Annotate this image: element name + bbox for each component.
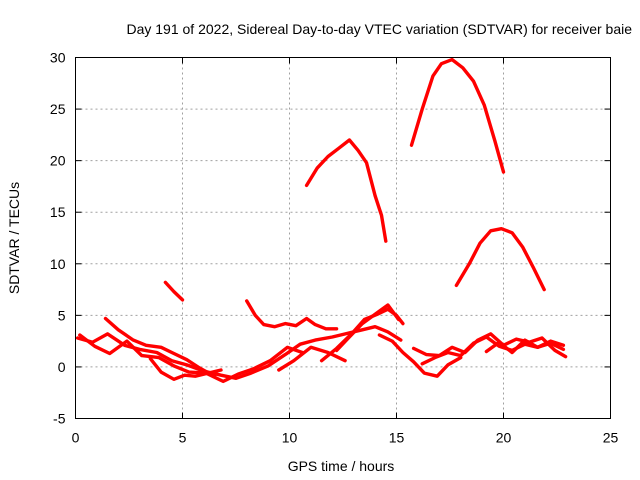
y-axis-title: SDTVAR / TECUs — [6, 182, 22, 294]
y-tick-label: -5 — [53, 411, 66, 427]
x-tick-label: 0 — [72, 430, 80, 446]
series-arc-14 — [420, 335, 566, 366]
series-arc-12 — [409, 57, 506, 174]
plot-frame — [75, 57, 611, 419]
series-arc-15 — [454, 226, 546, 292]
x-tick-label: 10 — [282, 430, 298, 446]
series-arc-3 — [103, 316, 217, 378]
y-tick-label: 5 — [58, 307, 66, 323]
y-tick-label: 0 — [58, 359, 66, 375]
series-arc-4 — [148, 357, 223, 381]
y-tick-labels: -5 0 5 10 15 20 25 30 — [50, 50, 66, 427]
x-tick-labels: 0 5 10 15 20 25 — [72, 430, 619, 446]
x-tick-label: 15 — [389, 430, 405, 446]
x-tick-label: 20 — [496, 430, 512, 446]
x-axis-title: GPS time / hours — [288, 458, 395, 474]
series-arc-10 — [334, 303, 401, 353]
series-arc-7 — [277, 345, 347, 372]
series-group — [75, 57, 568, 384]
y-tick-label: 30 — [50, 50, 66, 66]
x-tick-label: 5 — [179, 430, 187, 446]
series-arc-16 — [484, 338, 566, 355]
series-arc-2 — [78, 333, 304, 384]
series-arc-5 — [163, 280, 185, 302]
y-tick-label: 20 — [50, 153, 66, 169]
grid — [75, 57, 611, 419]
series-arc-11 — [377, 333, 463, 378]
y-tick-label: 15 — [50, 204, 66, 220]
x-tick-label: 25 — [603, 430, 619, 446]
y-tick-label: 10 — [50, 256, 66, 272]
series-arc-8 — [304, 138, 388, 243]
ticks — [75, 57, 611, 419]
series-arc-6 — [244, 299, 339, 331]
chart-title: Day 191 of 2022, Sidereal Day-to-day VTE… — [126, 21, 632, 37]
y-tick-label: 25 — [50, 101, 66, 117]
